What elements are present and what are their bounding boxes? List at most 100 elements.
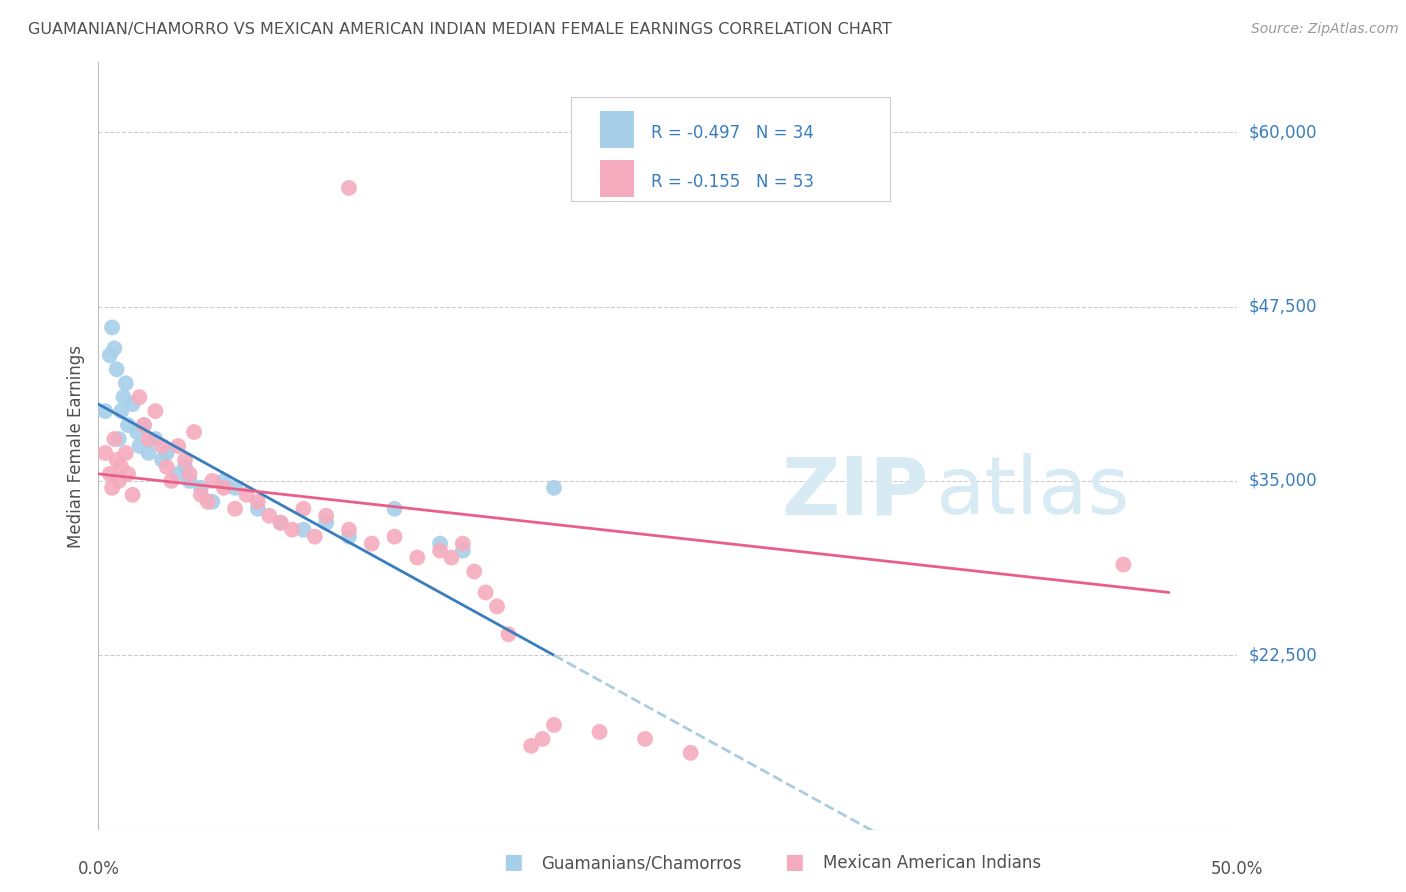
- Point: [406, 550, 429, 565]
- Point: [190, 481, 212, 495]
- Text: $47,500: $47,500: [1249, 298, 1317, 316]
- Point: [315, 516, 337, 530]
- Point: [94, 404, 117, 418]
- Text: Guamanians/Chamorros: Guamanians/Chamorros: [541, 855, 742, 872]
- Point: [451, 543, 474, 558]
- Point: [145, 432, 167, 446]
- Point: [197, 495, 219, 509]
- Point: [179, 474, 201, 488]
- FancyBboxPatch shape: [571, 97, 890, 201]
- Point: [150, 453, 173, 467]
- Point: [103, 432, 125, 446]
- Point: [246, 501, 269, 516]
- Text: ■: ■: [503, 853, 523, 872]
- Point: [281, 523, 304, 537]
- Point: [520, 739, 543, 753]
- Point: [108, 474, 131, 488]
- Text: 50.0%: 50.0%: [1211, 860, 1264, 878]
- Point: [174, 459, 197, 474]
- Point: [167, 439, 190, 453]
- Point: [429, 536, 451, 550]
- Point: [101, 481, 124, 495]
- Point: [451, 536, 474, 550]
- Point: [117, 467, 139, 481]
- Point: [634, 731, 657, 746]
- Point: [112, 390, 135, 404]
- Text: GUAMANIAN/CHAMORRO VS MEXICAN AMERICAN INDIAN MEDIAN FEMALE EARNINGS CORRELATION: GUAMANIAN/CHAMORRO VS MEXICAN AMERICAN I…: [28, 22, 891, 37]
- Point: [384, 501, 406, 516]
- Point: [292, 501, 315, 516]
- Text: $35,000: $35,000: [1249, 472, 1317, 490]
- Text: ZIP: ZIP: [782, 453, 929, 531]
- Point: [315, 508, 337, 523]
- Text: Source: ZipAtlas.com: Source: ZipAtlas.com: [1251, 22, 1399, 37]
- Point: [174, 453, 197, 467]
- Point: [121, 397, 143, 411]
- Point: [360, 536, 382, 550]
- Point: [498, 627, 520, 641]
- FancyBboxPatch shape: [599, 160, 634, 196]
- Point: [212, 474, 235, 488]
- Point: [114, 446, 136, 460]
- Point: [105, 453, 128, 467]
- Point: [156, 459, 179, 474]
- Point: [679, 746, 702, 760]
- Y-axis label: Median Female Earnings: Median Female Earnings: [66, 344, 84, 548]
- Point: [246, 495, 269, 509]
- Point: [167, 467, 190, 481]
- Point: [110, 459, 132, 474]
- Point: [486, 599, 509, 614]
- Point: [588, 725, 610, 739]
- Point: [474, 585, 496, 599]
- Point: [543, 718, 565, 732]
- Point: [429, 543, 451, 558]
- Point: [98, 467, 121, 481]
- Point: [101, 320, 124, 334]
- Point: [132, 418, 155, 433]
- Point: [132, 418, 155, 433]
- Point: [224, 481, 246, 495]
- Text: $60,000: $60,000: [1249, 123, 1317, 141]
- Point: [160, 474, 183, 488]
- Point: [463, 565, 485, 579]
- Point: [1112, 558, 1135, 572]
- Text: 0.0%: 0.0%: [77, 860, 120, 878]
- Point: [114, 376, 136, 391]
- Point: [304, 530, 326, 544]
- FancyBboxPatch shape: [599, 112, 634, 148]
- Point: [337, 530, 360, 544]
- Point: [384, 530, 406, 544]
- Point: [128, 439, 150, 453]
- Text: $22,500: $22,500: [1249, 646, 1317, 665]
- Point: [98, 348, 121, 362]
- Point: [179, 467, 201, 481]
- Point: [121, 488, 143, 502]
- Point: [235, 488, 257, 502]
- Point: [138, 446, 160, 460]
- Text: R = -0.497   N = 34: R = -0.497 N = 34: [651, 124, 814, 142]
- Point: [190, 488, 212, 502]
- Point: [105, 362, 128, 376]
- Point: [127, 425, 149, 439]
- Point: [259, 508, 281, 523]
- Point: [292, 523, 315, 537]
- Point: [224, 501, 246, 516]
- Point: [108, 432, 131, 446]
- Point: [183, 425, 205, 439]
- Point: [156, 446, 179, 460]
- Point: [94, 446, 117, 460]
- Point: [145, 404, 167, 418]
- Point: [150, 439, 173, 453]
- Point: [201, 495, 224, 509]
- Point: [337, 181, 360, 195]
- Text: atlas: atlas: [935, 453, 1130, 531]
- Text: ■: ■: [785, 853, 804, 872]
- Point: [103, 342, 125, 356]
- Point: [270, 516, 292, 530]
- Point: [212, 481, 235, 495]
- Point: [117, 418, 139, 433]
- Point: [440, 550, 463, 565]
- Point: [201, 474, 224, 488]
- Point: [543, 481, 565, 495]
- Point: [110, 404, 132, 418]
